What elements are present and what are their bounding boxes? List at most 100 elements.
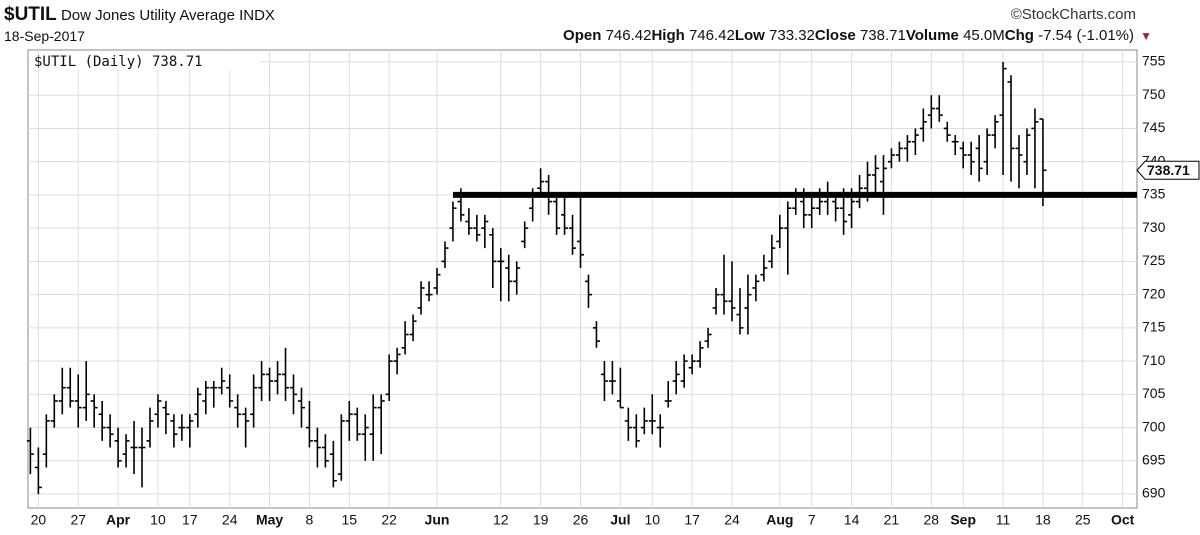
x-tick-label: 10 [150,512,166,528]
ohlc-bar [90,394,98,428]
x-tick-label: 20 [31,512,47,528]
stat-label: Open [563,27,602,44]
ohlc-bar [313,427,321,468]
ohlc-bar [760,254,768,282]
ohlc-bar [975,135,983,182]
ohlc-bar [704,327,712,348]
ohlc-bar [138,427,146,488]
ohlc-bar [632,414,640,448]
title-row: $UTIL Dow Jones Utility Average INDX [4,4,275,26]
stat-value: -7.54 (-1.01%) [1038,27,1134,44]
ohlc-bar [274,361,282,395]
symbol: $UTIL [4,4,57,25]
ohlc-bar [967,141,975,175]
source: ©StockCharts.com [1010,6,1136,23]
x-tick-label: Sep [950,512,976,528]
ohlc-bar [664,381,672,408]
ohlc-bar [194,387,202,428]
ohlc-bar [409,314,417,342]
ohlc-bar [895,141,903,162]
ohlc-bar [824,181,832,215]
down-arrow: ▼ [1140,29,1152,43]
stat-value: 746.42 [688,27,735,44]
ohlc-bar [553,194,561,235]
x-tick-label: 19 [533,512,549,528]
ohlc-bar [186,414,194,448]
ohlc-bar [353,407,361,441]
ohlc-bar [1023,128,1031,175]
y-tick-label: 720 [1142,285,1166,301]
ohlc-bar [50,394,58,428]
ohlc-bar [114,427,122,468]
stat-label: Volume [905,27,959,44]
ohlc-bar [369,394,377,461]
ohlc-bar [832,194,840,222]
ohlc-bar [561,194,569,235]
y-tick-label: 710 [1142,352,1166,368]
ohlc-bar [577,194,585,269]
ohlc-bar [146,407,154,448]
y-tick-label: 705 [1142,385,1166,401]
ohlc-bar [935,95,943,122]
ohlc-bar [162,400,170,435]
x-tick-label: 26 [573,512,589,528]
ohlc-bar [768,234,776,269]
ohlc-bar [106,414,114,448]
legend: $UTIL (Daily) 738.71 [34,54,203,70]
ohlc-bar [473,214,481,242]
stat-value: 733.32 [769,27,815,44]
ohlc-bar [282,347,290,401]
ohlc-bar [449,201,457,242]
x-tick-label: 12 [493,512,509,528]
ohlc-bar [441,241,449,269]
x-tick-label: 27 [70,512,86,528]
y-tick-label: 715 [1142,319,1166,335]
x-tick-label: 28 [924,512,940,528]
y-tick-label: 700 [1142,418,1166,434]
stat-value: 746.42 [605,27,652,44]
ohlc-bar [521,221,529,249]
ohlc-bar [250,374,258,428]
ohlc-bar [887,148,895,169]
ohlc-bar [82,361,90,421]
ohlc-bar [808,194,816,229]
ohlc-bar [784,201,792,275]
ohlc-bar [983,128,991,175]
ohlc-bar [226,374,234,408]
ohlc-bar [712,287,720,315]
ohlc-bar [879,155,887,215]
ohlc-bar [991,115,999,149]
x-tick-label: 7 [808,512,816,528]
ohlc-bar [943,121,951,142]
ohlc-bar [122,434,130,468]
ohlc-bar [425,281,433,302]
ohlc-bar [42,414,50,468]
ohlc-bar [871,155,879,195]
ohlc-bar [696,341,704,368]
ohlc-bar [465,208,473,235]
ohlc-bar [672,361,680,395]
ohlc-bar [98,400,106,441]
ohlc-bar [951,135,959,156]
ohlc-bar [744,274,752,335]
stat-label: Close [814,27,856,44]
ohlc-bar [210,381,218,408]
ohlc-bar [584,274,592,308]
ohlc-bar [688,354,696,375]
ohlc-bar [569,214,577,255]
ohlc-bar [337,414,345,481]
x-tick-label: 25 [1075,512,1091,528]
ohlc-bar [1015,135,1023,189]
ohlc-bar [537,168,545,195]
ohlc-bar [234,394,242,428]
x-tick-label: 18 [1035,512,1051,528]
y-tick-label: 750 [1142,86,1166,102]
ohlc-bar [1031,108,1039,189]
x-tick-label: 24 [222,512,238,528]
ohlc-bar [218,367,226,395]
ohlc-bar [919,108,927,142]
ohlc-bar [266,367,274,401]
ohlc-bar [305,400,313,448]
ohlc-bar [959,141,967,169]
